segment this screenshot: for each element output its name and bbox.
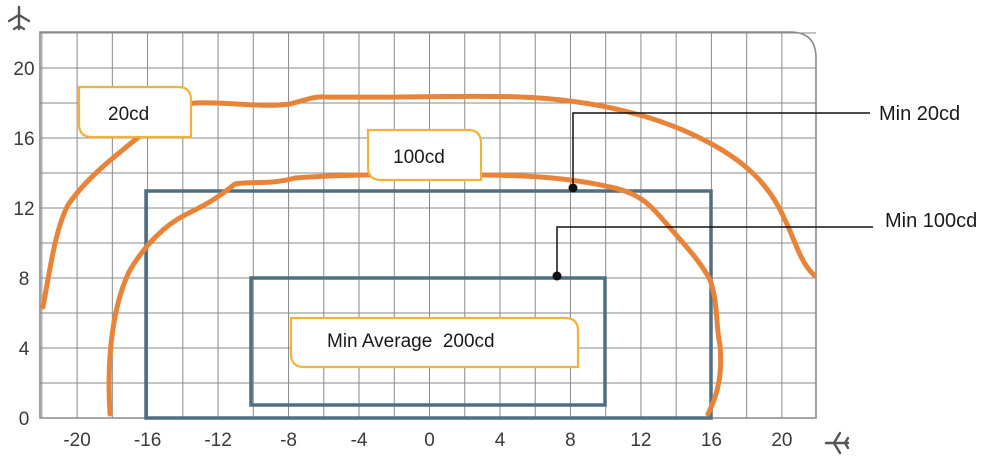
x-tick-label: 0	[424, 430, 435, 451]
y-tick-label: 0	[19, 409, 30, 430]
x-tick-label: -16	[134, 430, 161, 451]
x-tick-label: -12	[204, 430, 231, 451]
label-box-200cd	[289, 316, 580, 369]
label-box-20cd	[77, 85, 193, 139]
x-tick-label: 16	[701, 430, 722, 451]
rect-min-100cd-zone	[144, 189, 713, 420]
contour-20cd	[40, 93, 817, 310]
label-min-average-200cd: Min Average 200cd	[327, 331, 495, 352]
callout-min-100cd: Min 100cd	[885, 210, 977, 232]
plot-frame	[39, 31, 817, 419]
callout-line-min-100cd	[556, 226, 873, 276]
x-tick-label: 12	[630, 430, 651, 451]
x-axis-ticks: -20 -16 -12 -8 -4 0 4 8 12 16 20	[63, 430, 792, 451]
y-tick-label: 8	[19, 269, 30, 290]
callout-dot-min-100cd	[552, 271, 562, 281]
x-tick-label: -4	[351, 430, 368, 451]
y-tick-label: 4	[19, 339, 30, 360]
y-tick-label: 16	[13, 129, 34, 150]
x-tick-label: 8	[565, 430, 576, 451]
x-tick-label: -8	[280, 430, 297, 451]
label-100cd: 100cd	[393, 147, 445, 168]
x-tick-label: -20	[63, 430, 90, 451]
y-tick-label: 12	[13, 199, 34, 220]
y-axis-ticks: 0 4 8 12 16 20	[13, 59, 34, 430]
y-tick-label: 20	[13, 59, 34, 80]
x-tick-label: 20	[771, 430, 792, 451]
airplane-up-icon	[7, 5, 31, 31]
label-box-100cd	[366, 128, 483, 182]
callout-dot-min-20cd	[568, 183, 578, 193]
x-tick-label: 4	[495, 430, 506, 451]
contour-100cd	[106, 171, 724, 417]
callout-line-min-20cd	[572, 112, 870, 188]
rect-min-200cd-zone	[249, 276, 607, 407]
callout-min-20cd: Min 20cd	[879, 103, 960, 125]
airplane-right-icon	[824, 431, 850, 455]
label-20cd: 20cd	[108, 104, 149, 125]
